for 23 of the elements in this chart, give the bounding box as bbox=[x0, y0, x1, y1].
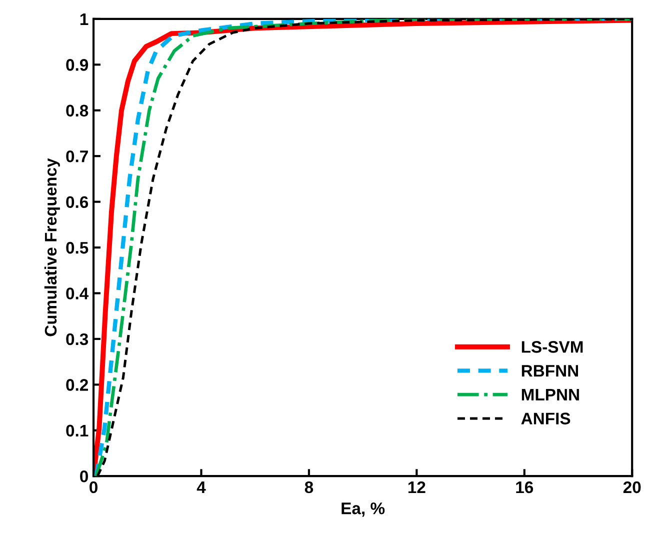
legend-label: MLPNN bbox=[522, 388, 579, 400]
y-tick-label: 0.9 bbox=[66, 59, 88, 71]
legend-label: ANFIS bbox=[521, 412, 570, 424]
x-tick-label: 16 bbox=[516, 481, 534, 494]
x-tick-label: 12 bbox=[408, 481, 426, 494]
y-tick-label: 0.1 bbox=[66, 424, 88, 437]
y-tick-label: 0 bbox=[80, 470, 88, 482]
y-tick-label: 0.7 bbox=[66, 150, 88, 162]
legend-label: RBFNN bbox=[522, 365, 578, 377]
y-axis-title: Cumulative Frequency bbox=[44, 158, 60, 336]
y-tick-label: 0.5 bbox=[66, 242, 88, 254]
x-tick-label: 8 bbox=[304, 481, 314, 494]
y-tick-label: 0.8 bbox=[66, 104, 88, 117]
x-axis-title: Ea, % bbox=[342, 502, 385, 517]
y-tick-label: 0.6 bbox=[66, 196, 88, 208]
y-tick-label: 0.4 bbox=[66, 288, 89, 300]
y-tick-label: 1 bbox=[80, 14, 88, 25]
y-tick-label: 0.2 bbox=[66, 379, 88, 391]
legend-label: LS-SVM bbox=[522, 341, 583, 353]
y-tick-label: 0.3 bbox=[66, 333, 88, 346]
x-tick-label: 0 bbox=[90, 481, 98, 494]
x-tick-label: 4 bbox=[196, 482, 206, 494]
x-tick-label: 20 bbox=[623, 481, 641, 494]
